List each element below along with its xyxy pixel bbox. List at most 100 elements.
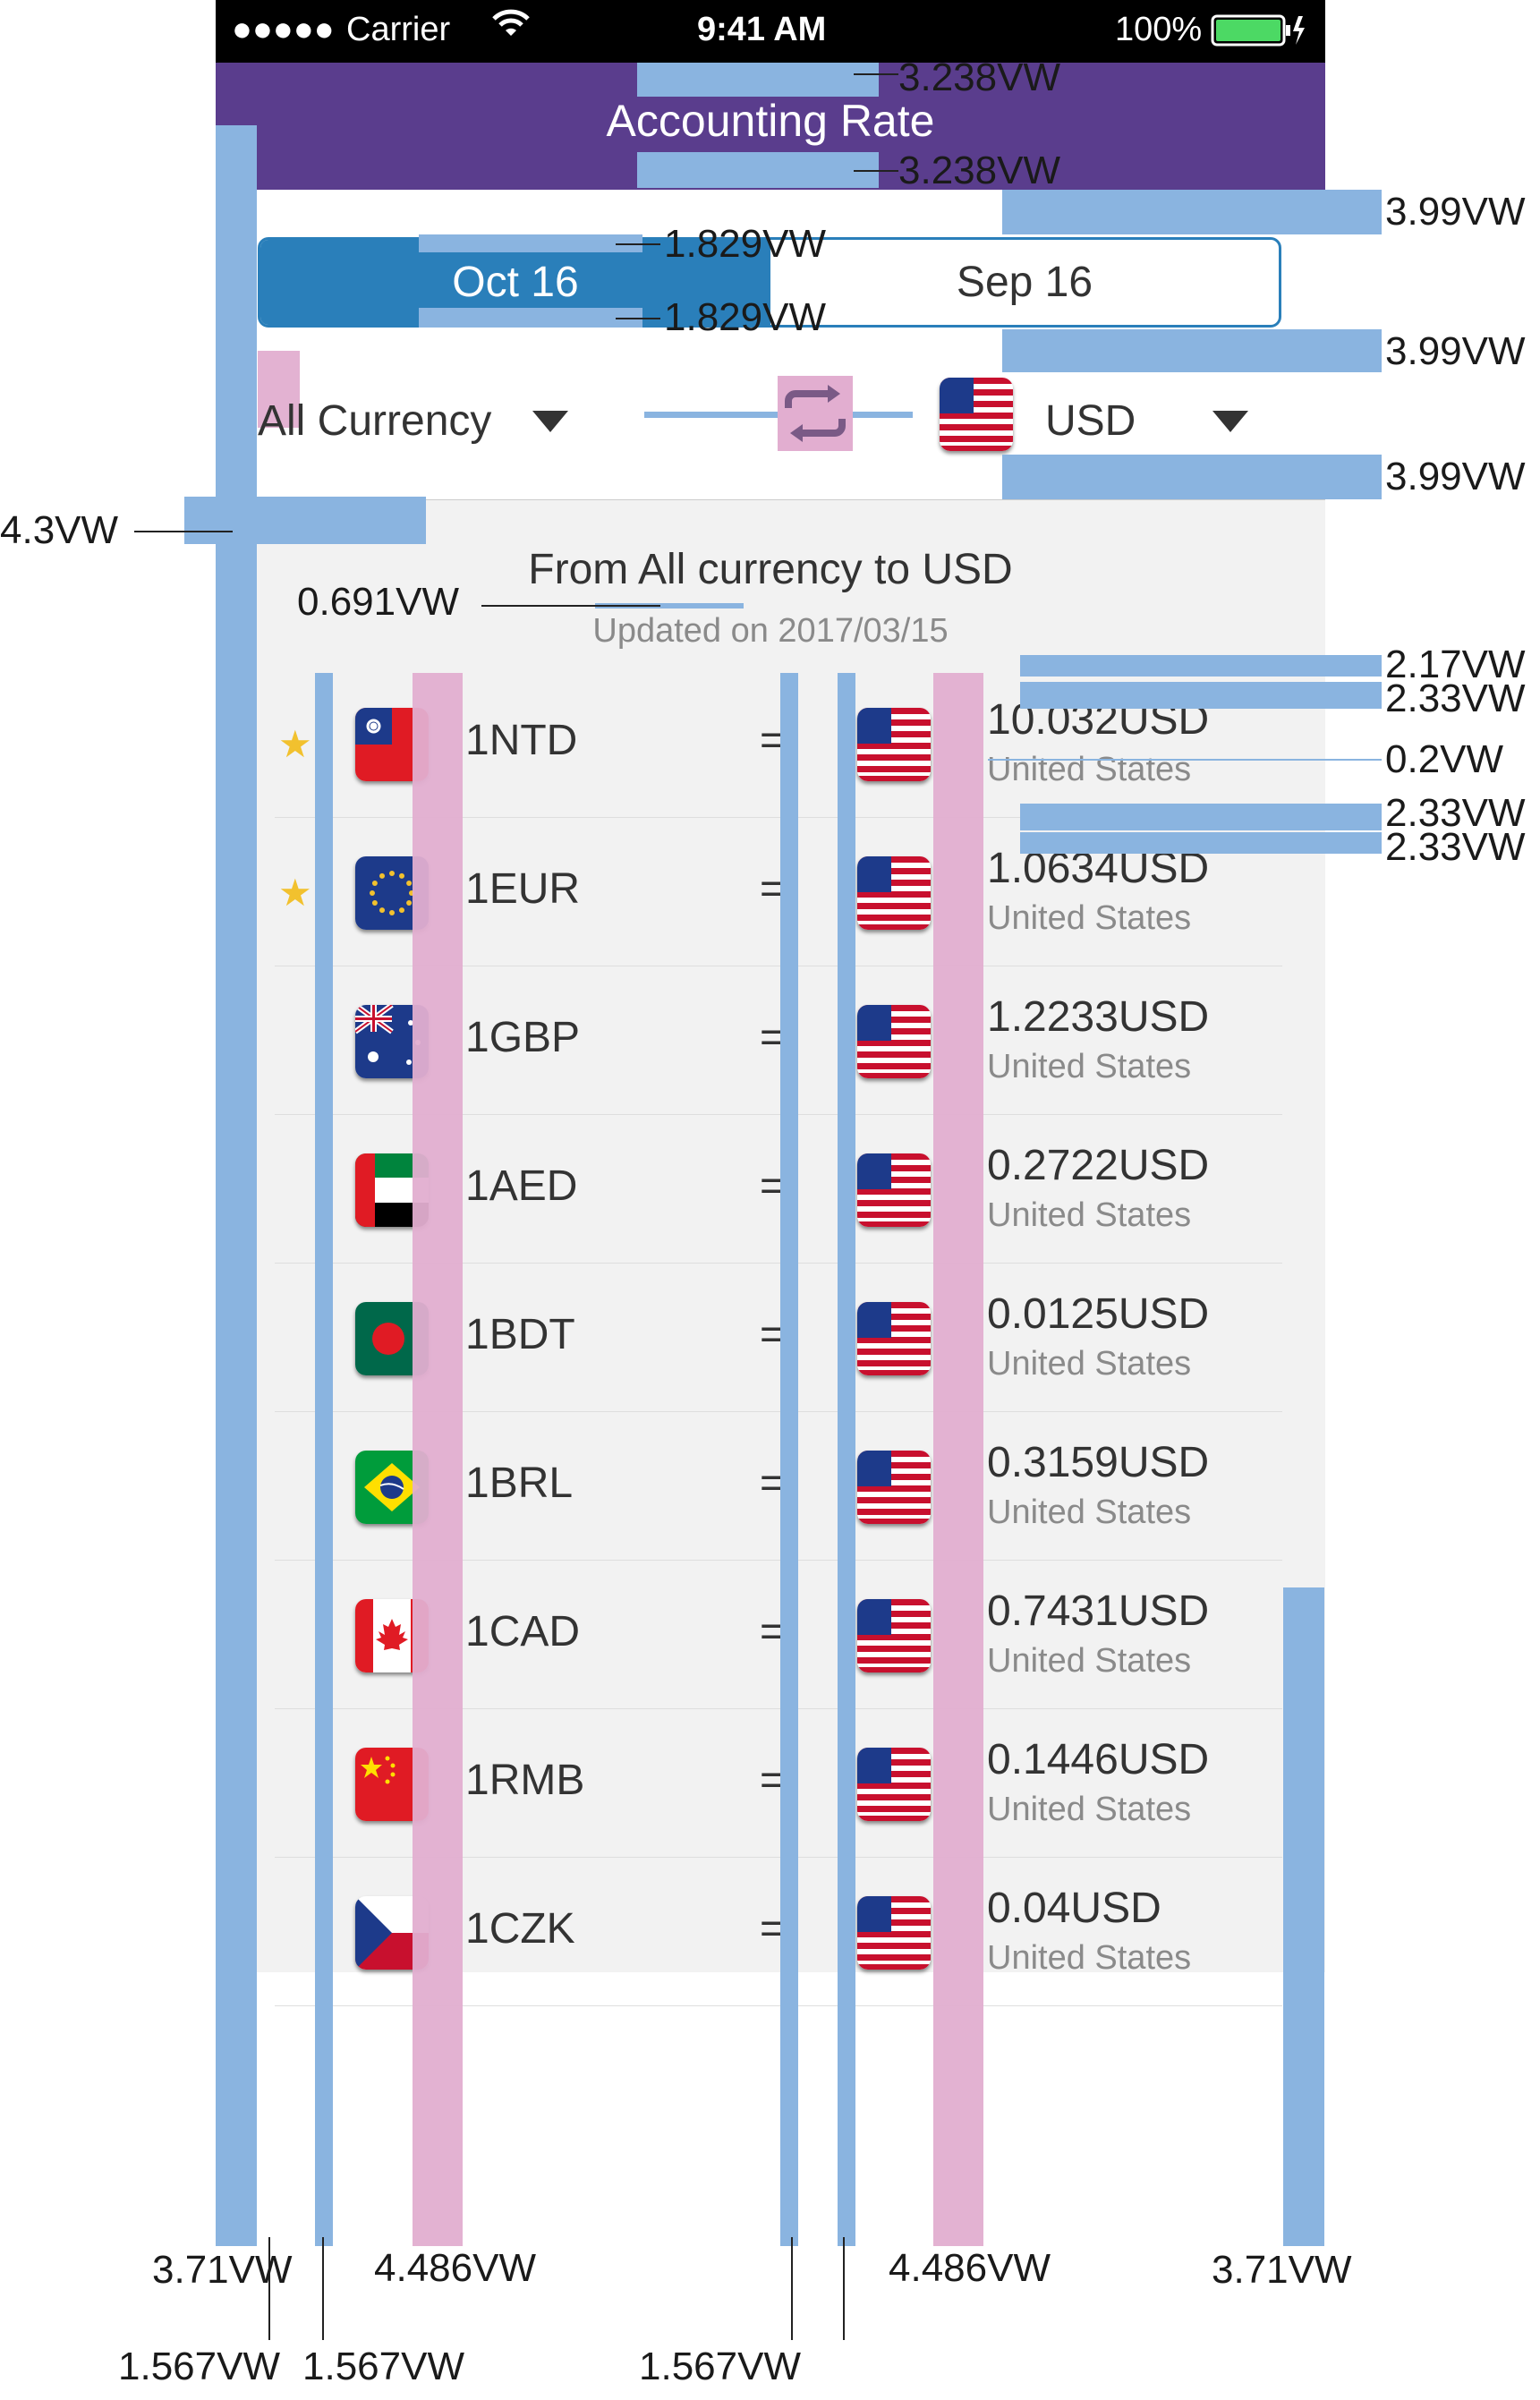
usa-flag-icon xyxy=(857,1302,931,1375)
currency-selector-row: All Currency USD xyxy=(258,351,1325,492)
dim-seg-bottom: 1.829VW xyxy=(664,295,826,339)
dim-title-gap: 0.691VW xyxy=(297,580,459,624)
dim-nav-bottom: 3.238VW xyxy=(898,149,1060,192)
dim-bar xyxy=(315,673,333,2246)
dim-leader xyxy=(481,605,660,607)
rate-row[interactable]: 1CZK = 0.04USD United States xyxy=(275,1857,1282,2006)
dim-right-3: 3.99VW xyxy=(1385,455,1526,498)
dim-row-a: 2.17VW xyxy=(1385,643,1526,686)
from-currency-dropdown[interactable]: All Currency xyxy=(258,396,569,446)
currency-code: 1EUR xyxy=(465,865,581,913)
dim-bar xyxy=(780,673,798,2246)
dim-bottom-7: 1.567VW xyxy=(639,2345,801,2388)
dim-leader xyxy=(322,2237,324,2340)
dim-bar xyxy=(413,673,463,2246)
converted-value: 0.2722USD xyxy=(987,1142,1210,1189)
rate-row[interactable]: 1BDT = 0.0125USD United States xyxy=(275,1263,1282,1412)
target-country: United States xyxy=(987,1048,1192,1085)
target-country: United States xyxy=(987,1939,1192,1977)
rate-row[interactable]: 1AED = 0.2722USD United States xyxy=(275,1114,1282,1264)
target-country: United States xyxy=(987,1791,1192,1828)
target-country: United States xyxy=(987,1642,1192,1680)
status-bar: ●●●●● Carrier 9:41 AM 100% xyxy=(216,0,1325,63)
wifi-icon xyxy=(491,9,531,50)
dim-bar xyxy=(1020,682,1382,709)
currency-code: 1CZK xyxy=(465,1905,575,1953)
chevron-down-icon xyxy=(532,410,569,432)
dim-seg-top: 1.829VW xyxy=(664,222,826,266)
converted-value: 0.7431USD xyxy=(987,1587,1210,1635)
battery-percent: 100% xyxy=(1115,11,1203,48)
dim-bar xyxy=(1002,329,1382,372)
dim-bar xyxy=(1020,804,1382,830)
dim-leader xyxy=(843,2237,845,2340)
currency-code: 1NTD xyxy=(465,717,578,764)
dim-nav-top: 3.238VW xyxy=(898,55,1060,99)
favorite-star-icon[interactable]: ★ xyxy=(278,872,312,914)
page-title: Accounting Rate xyxy=(606,96,935,146)
currency-code: 1CAD xyxy=(465,1608,581,1655)
rates-title: From All currency to USD xyxy=(528,546,1013,593)
dim-bar xyxy=(184,497,426,544)
dim-right-1: 3.99VW xyxy=(1385,190,1526,234)
dim-bar xyxy=(838,673,855,2246)
usa-flag-icon xyxy=(857,708,931,781)
to-currency-label: USD xyxy=(1045,397,1136,445)
dim-bar xyxy=(637,152,879,188)
converted-value: 0.0125USD xyxy=(987,1290,1210,1338)
segment-sep[interactable]: Sep 16 xyxy=(956,259,1093,306)
dim-bar xyxy=(933,673,983,2246)
dim-bar xyxy=(637,63,879,97)
dim-bar xyxy=(1002,190,1382,234)
dim-bar xyxy=(1283,1587,1324,2246)
target-country: United States xyxy=(987,1345,1192,1383)
dim-leader xyxy=(616,243,660,245)
dim-bar xyxy=(1020,655,1382,677)
from-currency-label: All Currency xyxy=(258,397,492,445)
margin-marker xyxy=(258,351,300,428)
rate-row[interactable]: ★ 1EUR = 1.0634USD United States xyxy=(275,817,1282,966)
dim-right-2: 3.99VW xyxy=(1385,329,1526,373)
spacing-guide xyxy=(595,603,744,609)
dim-bottom-6: 1.567VW xyxy=(302,2345,464,2388)
target-country: United States xyxy=(987,899,1192,937)
carrier-label: Carrier xyxy=(346,11,451,48)
dim-leader xyxy=(268,2237,270,2340)
converted-value: 0.04USD xyxy=(987,1885,1161,1932)
converted-value: 1.2233USD xyxy=(987,993,1210,1041)
dim-bar xyxy=(419,308,642,328)
rate-row[interactable]: 1CAD = 0.7431USD United States xyxy=(275,1560,1282,1709)
converted-value: 0.3159USD xyxy=(987,1439,1210,1486)
currency-code: 1BDT xyxy=(465,1311,575,1358)
usa-flag-icon xyxy=(857,1005,931,1078)
usa-flag-icon xyxy=(940,378,1013,451)
usa-flag-icon xyxy=(857,1896,931,1970)
rates-panel: From All currency to USD Updated on 2017… xyxy=(216,499,1325,2006)
dim-row-d: 2.33VW xyxy=(1385,825,1526,869)
chevron-down-icon xyxy=(1212,410,1249,432)
swap-button[interactable] xyxy=(778,376,853,451)
dim-leader xyxy=(988,759,1382,761)
dim-bottom-5: 1.567VW xyxy=(118,2345,280,2388)
currency-code: 1RMB xyxy=(465,1757,585,1804)
dim-leader xyxy=(134,531,233,532)
dim-bar xyxy=(1002,455,1382,499)
usa-flag-icon xyxy=(857,1748,931,1821)
dim-bar xyxy=(216,125,257,2246)
currency-code: 1AED xyxy=(465,1162,578,1210)
usa-flag-icon xyxy=(857,1599,931,1672)
currency-code: 1GBP xyxy=(465,1014,581,1061)
dim-leader xyxy=(854,73,898,75)
dim-bottom-4: 3.71VW xyxy=(1212,2248,1352,2292)
battery-icon xyxy=(1211,14,1309,55)
dim-bar xyxy=(419,234,642,252)
updated-timestamp: Updated on 2017/03/15 xyxy=(592,612,949,650)
favorite-star-icon[interactable]: ★ xyxy=(278,723,312,765)
clock: 9:41 AM xyxy=(697,11,827,48)
target-country: United States xyxy=(987,1494,1192,1531)
dim-row-c: 2.33VW xyxy=(1385,791,1526,835)
to-currency-dropdown[interactable]: USD xyxy=(1045,396,1249,446)
signal-icon: ●●●●● xyxy=(232,11,335,48)
dim-leader xyxy=(616,318,660,319)
swap-arrows-icon xyxy=(785,385,846,442)
